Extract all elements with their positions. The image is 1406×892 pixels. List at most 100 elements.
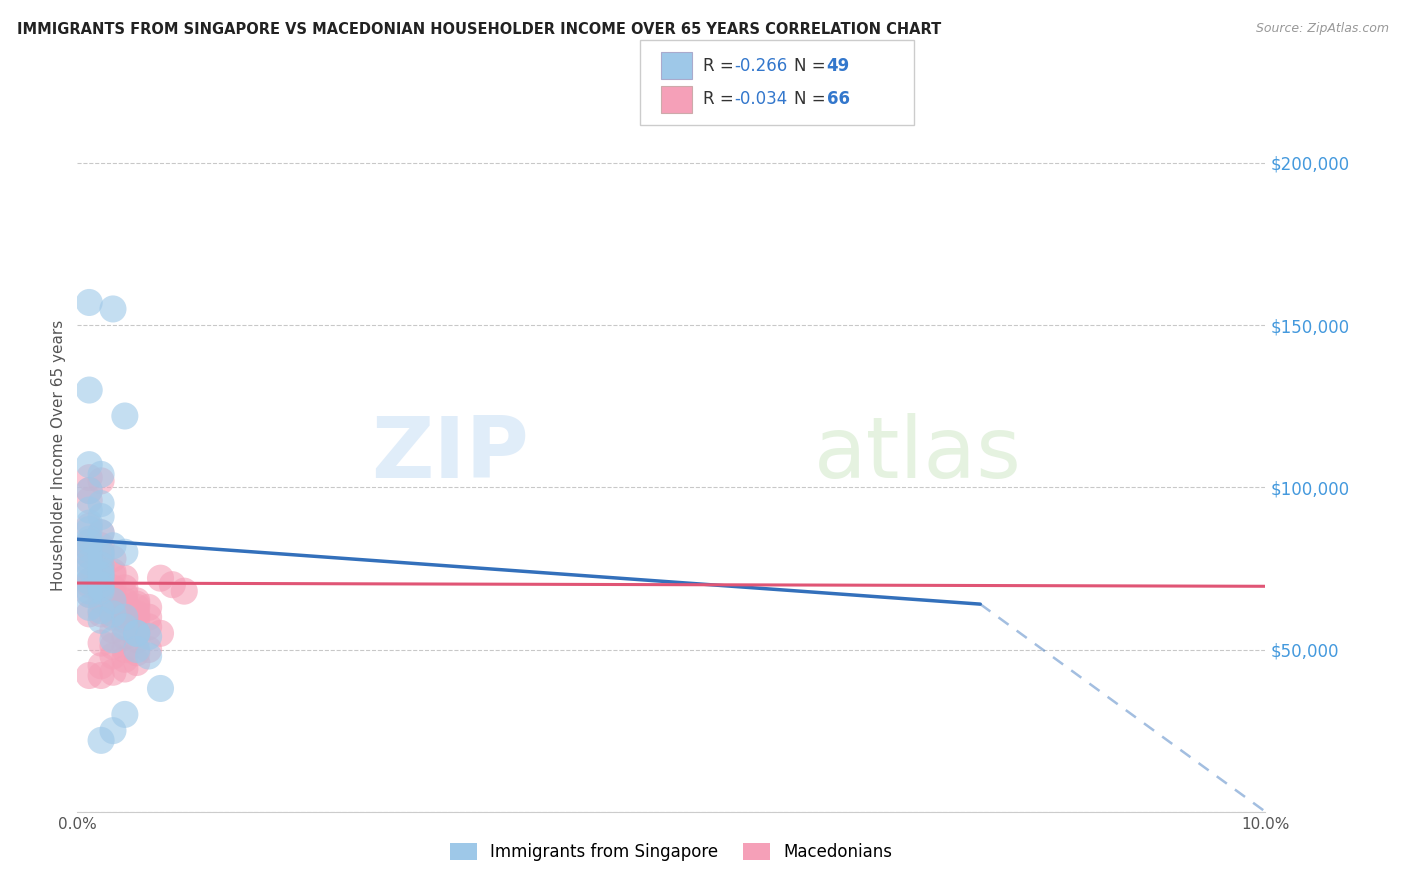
Text: IMMIGRANTS FROM SINGAPORE VS MACEDONIAN HOUSEHOLDER INCOME OVER 65 YEARS CORRELA: IMMIGRANTS FROM SINGAPORE VS MACEDONIAN … (17, 22, 941, 37)
Point (77, 549, 100, 563)
Point (125, 600, 148, 615)
Point (101, 640, 124, 654)
Point (90, 549, 112, 563)
Point (77, 561, 100, 575)
Point (125, 607, 148, 621)
Point (101, 648, 124, 663)
Text: ZIP: ZIP (371, 413, 529, 497)
Point (77, 577, 100, 591)
Text: 66: 66 (827, 90, 849, 108)
Point (125, 594, 148, 608)
Y-axis label: Householder Income Over 65 years: Householder Income Over 65 years (51, 319, 66, 591)
Point (90, 474, 112, 488)
Point (101, 591, 124, 605)
Point (77, 458, 100, 472)
Point (114, 604, 136, 618)
Point (90, 568, 112, 582)
Text: atlas: atlas (814, 413, 1022, 497)
Point (149, 626, 172, 640)
Point (90, 525, 112, 540)
Point (90, 577, 112, 591)
Point (90, 509, 112, 524)
Point (77, 516, 100, 530)
Point (101, 551, 124, 566)
Point (90, 545, 112, 559)
Point (101, 610, 124, 624)
Point (90, 497, 112, 511)
Point (114, 545, 136, 559)
Point (101, 632, 124, 647)
Point (90, 539, 112, 553)
Text: 49: 49 (827, 57, 851, 75)
Point (149, 571, 172, 585)
Point (90, 577, 112, 591)
Point (114, 587, 136, 601)
Point (138, 630, 160, 644)
Text: R =: R = (703, 57, 740, 75)
Point (77, 535, 100, 549)
Point (77, 533, 100, 547)
Point (125, 626, 148, 640)
Point (77, 541, 100, 556)
Point (114, 594, 136, 608)
Text: N =: N = (794, 57, 831, 75)
Point (149, 681, 172, 696)
Point (114, 707, 136, 722)
Text: R =: R = (703, 90, 740, 108)
Point (77, 503, 100, 517)
Point (77, 607, 100, 621)
Point (90, 561, 112, 575)
Point (77, 470, 100, 484)
Point (77, 584, 100, 599)
Point (77, 558, 100, 573)
Point (125, 610, 148, 624)
Point (138, 642, 160, 657)
Point (114, 610, 136, 624)
Point (77, 574, 100, 589)
Point (90, 584, 112, 599)
Point (101, 607, 124, 621)
Point (101, 594, 124, 608)
Point (101, 301, 124, 316)
Point (101, 581, 124, 595)
Point (114, 409, 136, 423)
Point (101, 539, 124, 553)
Point (138, 620, 160, 634)
Point (114, 613, 136, 627)
Point (125, 597, 148, 611)
Point (90, 594, 112, 608)
Point (173, 584, 195, 599)
Point (90, 607, 112, 621)
Point (125, 616, 148, 631)
Point (90, 565, 112, 579)
Point (90, 568, 112, 582)
Point (114, 571, 136, 585)
Point (90, 658, 112, 673)
Point (114, 662, 136, 676)
Point (138, 648, 160, 663)
Point (77, 541, 100, 556)
Point (90, 613, 112, 627)
Point (125, 626, 148, 640)
Point (90, 584, 112, 599)
Point (77, 574, 100, 589)
Point (114, 630, 136, 644)
Point (90, 571, 112, 585)
Point (77, 587, 100, 601)
Point (101, 723, 124, 738)
Point (90, 604, 112, 618)
Point (90, 545, 112, 559)
Point (138, 600, 160, 615)
Point (101, 623, 124, 637)
Point (90, 571, 112, 585)
Text: Source: ZipAtlas.com: Source: ZipAtlas.com (1256, 22, 1389, 36)
Point (77, 523, 100, 537)
Text: -0.266: -0.266 (734, 57, 787, 75)
Point (125, 626, 148, 640)
Point (90, 668, 112, 682)
Point (114, 581, 136, 595)
Text: N =: N = (794, 90, 831, 108)
Point (90, 733, 112, 747)
Legend: Immigrants from Singapore, Macedonians: Immigrants from Singapore, Macedonians (444, 836, 898, 868)
Point (138, 610, 160, 624)
